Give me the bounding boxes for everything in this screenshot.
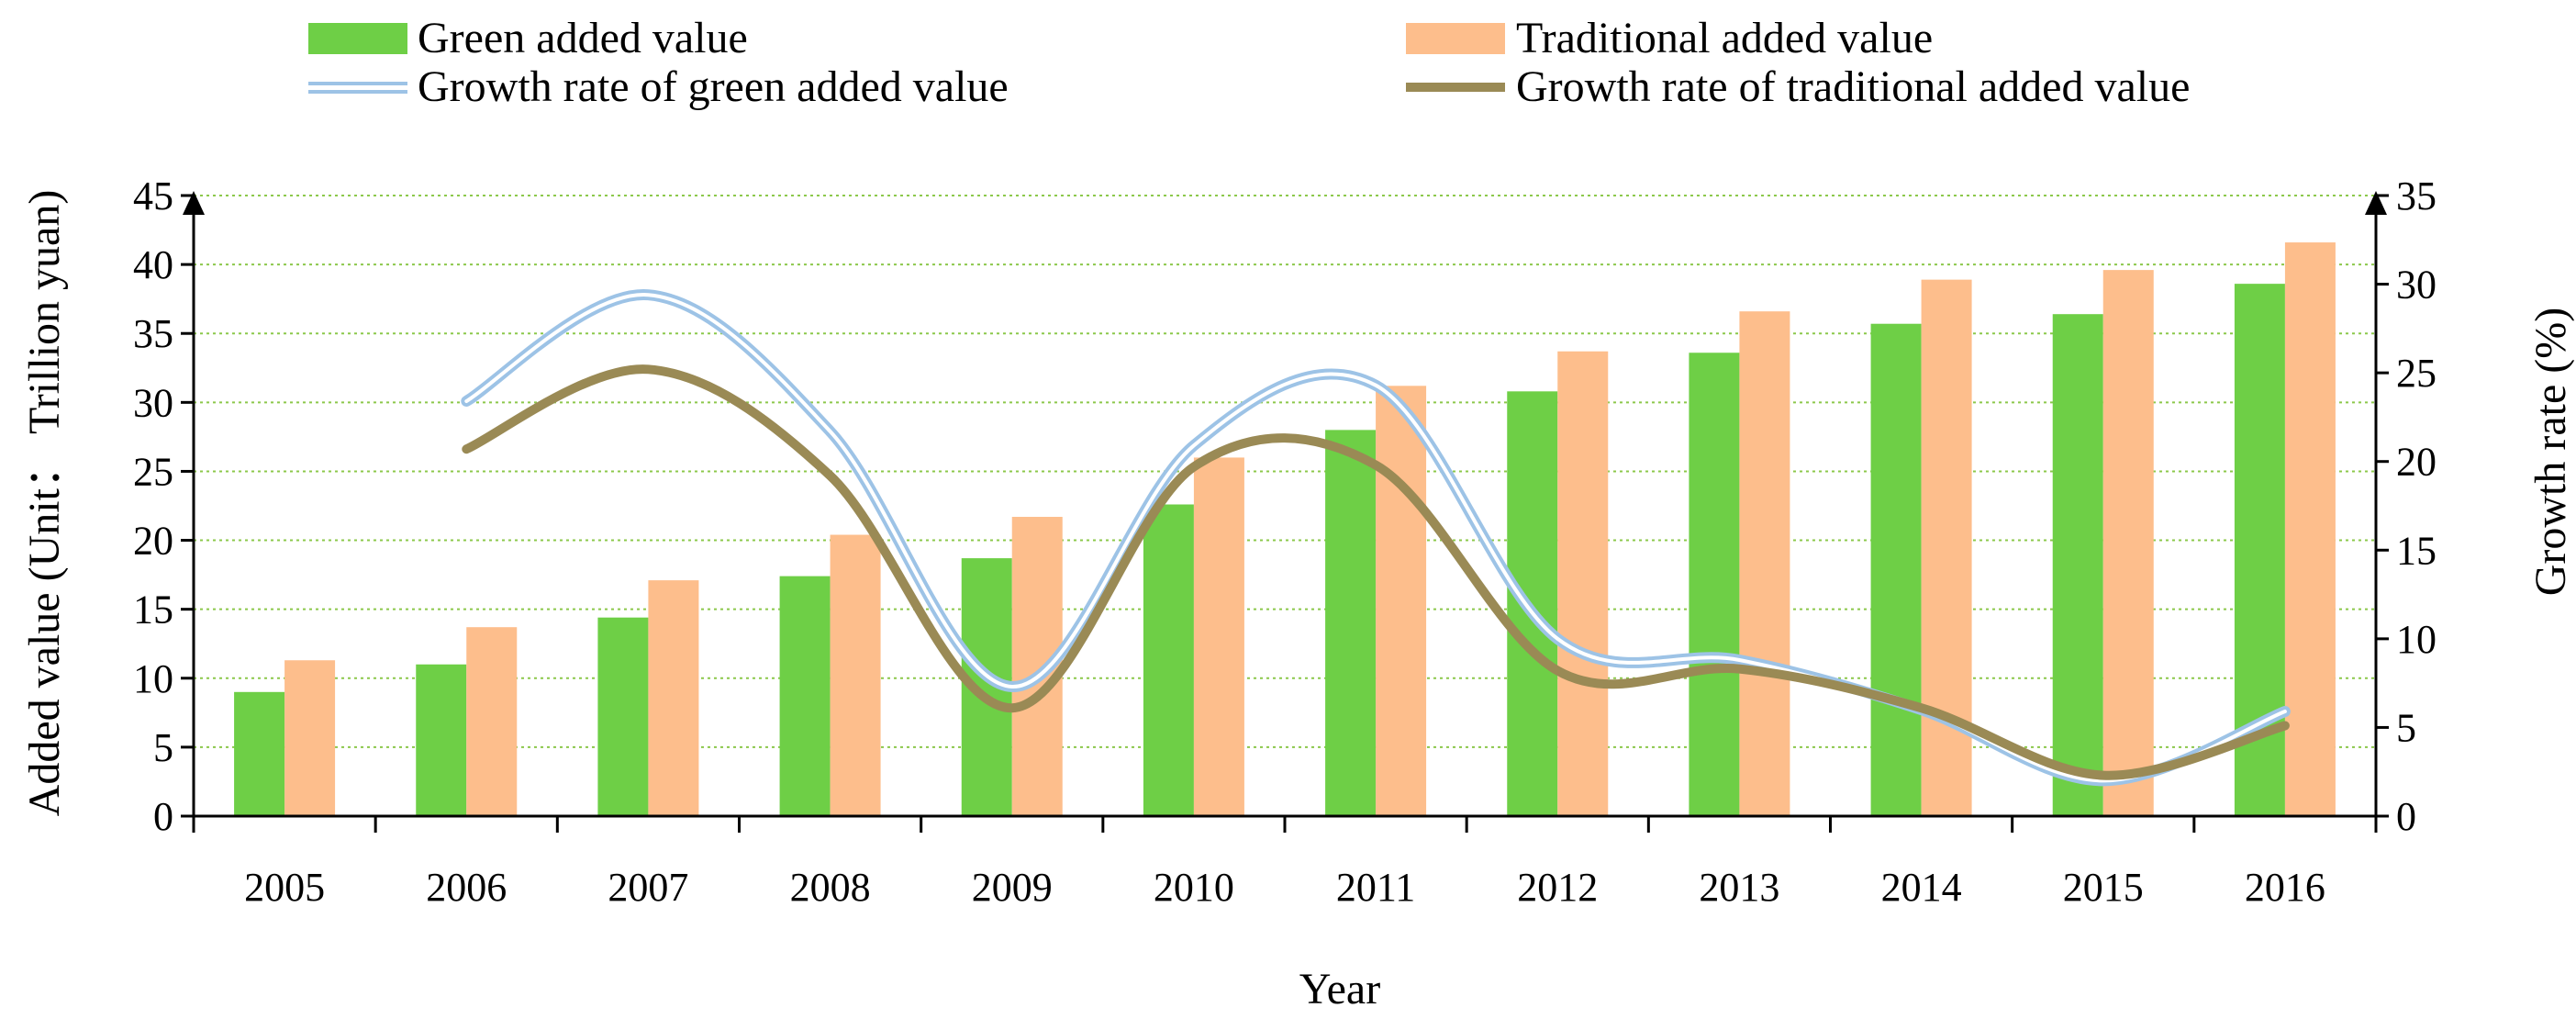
x-tick-label-2011: 2011 xyxy=(1336,865,1415,910)
legend-item-green-growth-line: Growth rate of green added value xyxy=(308,62,1009,111)
x-tick-label-2007: 2007 xyxy=(608,865,688,910)
right-tick-label-5: 5 xyxy=(2396,705,2416,750)
bar-traditional-2008 xyxy=(830,534,881,816)
x-tick-label-2009: 2009 xyxy=(972,865,1053,910)
left-tick-label-10: 10 xyxy=(133,656,173,701)
bar-green-2011 xyxy=(1325,430,1377,816)
legend-item-traditional-bars: Traditional added value xyxy=(1406,14,1933,62)
growth-lines xyxy=(461,289,2291,787)
bar-traditional-2016 xyxy=(2284,242,2336,816)
bar-green-2012 xyxy=(1507,391,1558,816)
left-tick-label-30: 30 xyxy=(133,380,173,425)
right-tick-label-35: 35 xyxy=(2396,174,2437,218)
x-tick-label-2016: 2016 xyxy=(2245,865,2325,910)
legend: Green added value Traditional added valu… xyxy=(308,14,2190,111)
x-tick-label-2008: 2008 xyxy=(790,865,871,910)
left-tick-label-45: 45 xyxy=(133,174,173,218)
bar-green-2015 xyxy=(2052,314,2103,816)
right-tick-label-25: 25 xyxy=(2396,351,2437,396)
x-tick-label-2014: 2014 xyxy=(1881,865,1962,910)
bar-traditional-2007 xyxy=(648,580,699,816)
legend-swatch-traditional-bars xyxy=(1406,23,1505,54)
line-traditional-growth xyxy=(462,364,2290,780)
bar-green-2005 xyxy=(234,691,285,816)
left-axis-arrow xyxy=(183,191,205,215)
left-tick-label-20: 20 xyxy=(133,519,173,564)
x-tick-label-2012: 2012 xyxy=(1517,865,1598,910)
bar-green-2013 xyxy=(1689,353,1740,816)
tick-labels: 0 5 10 15 20 25 30 35 40 45 0 5 10 15 20 25 30 35 2005 2006… xyxy=(133,174,2437,910)
right-axis-title: Growth rate (%) xyxy=(2526,308,2575,597)
x-tick-label-2013: 2013 xyxy=(1699,865,1779,910)
x-tick-label-2015: 2015 xyxy=(2063,865,2144,910)
legend-item-green-bars: Green added value xyxy=(308,14,748,62)
legend-swatch-green-bars xyxy=(308,23,407,54)
bar-green-2007 xyxy=(597,617,649,816)
x-tick-label-2005: 2005 xyxy=(244,865,325,910)
bar-green-2008 xyxy=(779,576,831,816)
bar-green-2006 xyxy=(416,664,467,816)
left-tick-label-0: 0 xyxy=(153,794,173,839)
left-tick-label-35: 35 xyxy=(133,311,173,356)
bar-traditional-2006 xyxy=(466,627,518,816)
axes xyxy=(181,191,2389,833)
bars xyxy=(234,242,2336,817)
right-tick-label-10: 10 xyxy=(2396,617,2437,662)
bar-traditional-2010 xyxy=(1193,457,1244,816)
right-tick-label-15: 15 xyxy=(2396,528,2437,573)
bar-traditional-2011 xyxy=(1376,386,1427,816)
legend-label-green-growth: Growth rate of green added value xyxy=(418,62,1009,111)
left-tick-label-5: 5 xyxy=(153,725,173,770)
left-tick-label-25: 25 xyxy=(133,449,173,494)
left-tick-label-40: 40 xyxy=(133,242,173,287)
x-axis-title: Year xyxy=(1299,965,1380,1013)
legend-item-traditional-growth-line: Growth rate of traditional added value xyxy=(1406,62,2190,111)
legend-label-green-bars: Green added value xyxy=(418,14,748,62)
legend-label-traditional-growth: Growth rate of traditional added value xyxy=(1516,62,2190,111)
bar-green-2014 xyxy=(1870,323,1922,816)
bar-traditional-2015 xyxy=(2102,270,2154,816)
right-tick-label-20: 20 xyxy=(2396,440,2437,485)
x-tick-label-2010: 2010 xyxy=(1154,865,1234,910)
bar-traditional-2012 xyxy=(1557,351,1609,816)
bar-traditional-2014 xyxy=(1921,279,1972,816)
bar-green-2010 xyxy=(1143,504,1194,816)
left-axis-title: Added value (Unit： Trillion yuan) xyxy=(20,190,69,817)
bar-traditional-2005 xyxy=(284,660,336,816)
x-tick-label-2006: 2006 xyxy=(426,865,507,910)
right-tick-label-0: 0 xyxy=(2396,794,2416,839)
gridlines xyxy=(194,195,2376,748)
right-tick-label-30: 30 xyxy=(2396,263,2437,308)
right-axis-arrow xyxy=(2365,191,2387,215)
legend-label-traditional-bars: Traditional added value xyxy=(1516,14,1933,62)
left-tick-label-15: 15 xyxy=(133,588,173,633)
bar-traditional-2013 xyxy=(1739,311,1790,817)
